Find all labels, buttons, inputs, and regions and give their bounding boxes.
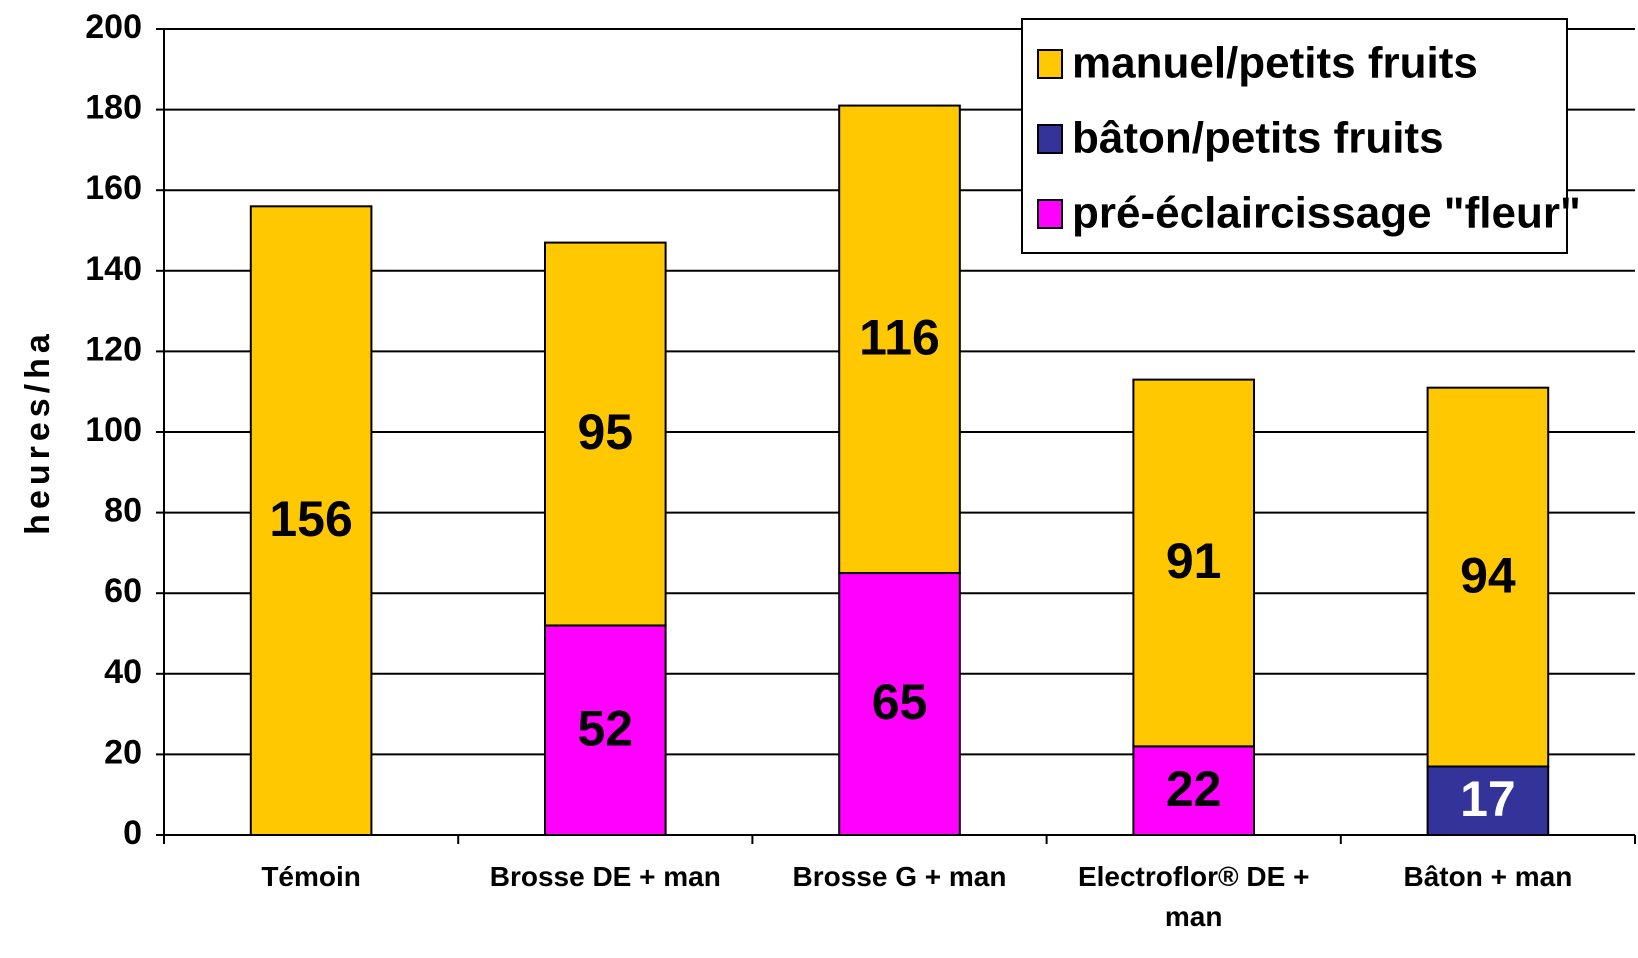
legend-label: manuel/petits fruits	[1072, 39, 1478, 88]
data-label: 116	[859, 310, 940, 366]
bar-segment	[838, 104, 961, 575]
data-label: 52	[577, 700, 633, 756]
y-tick-label: 200	[85, 8, 142, 46]
y-tick-label: 140	[85, 250, 142, 288]
legend-swatch	[1037, 199, 1063, 229]
y-tick-label: 80	[104, 492, 142, 530]
y-tick-label: 60	[104, 572, 142, 610]
y-axis-label: heures/ha	[19, 329, 57, 535]
data-label: 95	[577, 404, 633, 460]
legend-swatch	[1037, 49, 1063, 79]
y-tick-label: 180	[85, 89, 142, 127]
x-tick-label: Brosse DE + man	[489, 861, 721, 892]
x-tick-label: Brosse G + man	[792, 861, 1007, 892]
data-label: 91	[1166, 533, 1222, 589]
y-tick-label: 120	[85, 330, 142, 368]
bar-segment	[1426, 386, 1550, 768]
y-tick-label: 20	[104, 733, 142, 771]
bar-segment	[1132, 745, 1256, 837]
legend-label: pré-éclaircissage "fleur"	[1072, 189, 1581, 238]
x-tick-label: Témoin	[261, 861, 361, 892]
bar-segment	[249, 205, 373, 836]
bar-segment	[1132, 378, 1256, 748]
x-tick-label: Bâton + man	[1403, 861, 1573, 892]
legend-label: bâton/petits fruits	[1072, 114, 1444, 163]
y-tick-label: 0	[123, 814, 142, 852]
y-tick-label: 100	[85, 411, 142, 449]
legend-swatch	[1037, 124, 1063, 154]
y-tick-label: 40	[104, 653, 142, 691]
legend-box	[1021, 18, 1568, 254]
data-label: 22	[1166, 761, 1222, 817]
data-label: 94	[1460, 547, 1516, 603]
data-label: 17	[1460, 771, 1516, 827]
bar-segment	[543, 241, 667, 627]
data-label: 65	[872, 674, 928, 730]
x-tick-label: Electroflor® DE + man	[1077, 861, 1310, 932]
data-label: 156	[269, 491, 352, 547]
bar-segment	[543, 624, 667, 836]
y-tick-label: 160	[85, 169, 142, 207]
